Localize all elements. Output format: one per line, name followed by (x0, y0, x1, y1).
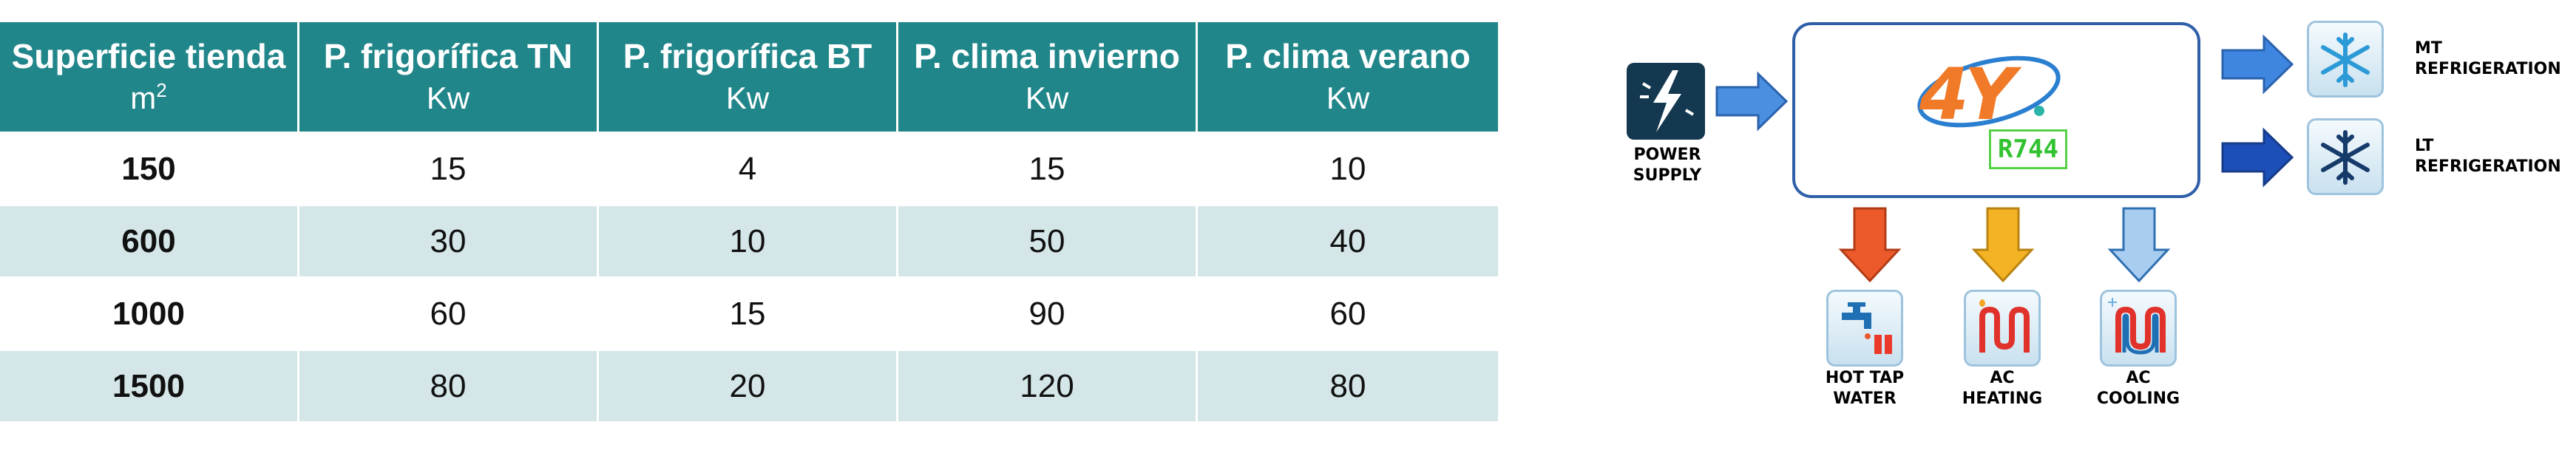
label-line: SUPPLY (1633, 166, 1702, 185)
label-line: HOT TAP (1825, 369, 1905, 387)
cooling-coil-icon (2100, 290, 2177, 367)
power-arrow (1715, 71, 1789, 132)
header-unit: Kw (1326, 81, 1370, 115)
table-cell: 600 (0, 206, 299, 276)
header-title: Superficie tienda (11, 37, 286, 75)
label-line: LT (2415, 137, 2434, 155)
table-cell: 60 (1329, 295, 1366, 332)
table-cell: 1500 (0, 351, 299, 421)
header-title: P. frigorífica TN (323, 37, 573, 75)
table-cell: 40 (1329, 222, 1366, 259)
mt-refrigeration-label: MT REFRIGERATION (2415, 38, 2561, 80)
label-line: MT (2415, 39, 2442, 58)
table-cell: 150 (0, 134, 299, 204)
table-row: 150 15 4 15 10 (0, 134, 1498, 206)
hot-tap-water-label: HOT TAP WATER (1804, 368, 1925, 409)
mt-arrow (2221, 34, 2294, 95)
table-header-row: Superficie tienda m2 P. frigorífica TN K… (0, 22, 1498, 134)
table-cell: 15 (299, 134, 599, 204)
table-cell: 4 (599, 134, 898, 204)
table-cell: 90 (898, 279, 1198, 349)
cooling-arrow (2107, 207, 2171, 283)
ac-cooling-label: AC COOLING (2085, 368, 2192, 409)
heating-arrow (1971, 207, 2035, 283)
refrigerant-badge: R744 (1989, 129, 2067, 169)
label-line: REFRIGERATION (2415, 157, 2561, 176)
header-unit: Kw (1025, 81, 1069, 115)
table-row: 600 30 10 50 40 (0, 206, 1498, 279)
heating-coil-icon (1964, 290, 2041, 367)
header-cell-tn: P. frigorífica TN Kw (299, 22, 599, 132)
power-supply-label: POWER SUPPLY (1619, 145, 1715, 186)
table-cell: 20 (599, 351, 898, 421)
table-row: 1000 60 15 90 60 (0, 279, 1498, 351)
label-line: HEATING (1962, 389, 2043, 408)
header-unit: Kw (426, 81, 470, 115)
label-line: AC (1990, 369, 2015, 387)
tap-water-icon (1826, 290, 1903, 367)
snowflake-icon (2307, 118, 2384, 195)
lt-arrow (2221, 127, 2294, 188)
label-line: POWER (1633, 146, 1701, 164)
table-cell: 10 (1329, 150, 1366, 187)
label-line: WATER (1833, 389, 1897, 408)
snowflake-icon (2307, 21, 2384, 98)
power-table: Superficie tienda m2 P. frigorífica TN K… (0, 22, 1498, 423)
header-cell-surface: Superficie tienda m2 (0, 22, 299, 132)
table-cell: 50 (898, 206, 1198, 276)
table-cell: 1000 (0, 279, 299, 349)
header-cell-summer: P. clima verano Kw (1198, 22, 1498, 132)
lightning-bolt-icon (1627, 63, 1705, 140)
table-row: 1500 80 20 120 80 (0, 351, 1498, 423)
lt-refrigeration-label: LT REFRIGERATION (2415, 136, 2561, 177)
table-cell: 60 (299, 279, 599, 349)
table-cell: 30 (299, 206, 599, 276)
header-title: P. clima invierno (914, 37, 1180, 75)
unit-superscript: 2 (156, 79, 167, 101)
label-line: COOLING (2096, 389, 2180, 408)
table-cell: 80 (299, 351, 599, 421)
table-cell: 15 (599, 279, 898, 349)
label-line: AC (2126, 369, 2151, 387)
header-unit: Kw (725, 81, 770, 115)
table-cell: 10 (599, 206, 898, 276)
logo-swoosh-icon (1917, 55, 2061, 128)
label-line: REFRIGERATION (2415, 60, 2561, 78)
header-cell-winter: P. clima invierno Kw (898, 22, 1198, 132)
table-cell: 120 (898, 351, 1198, 421)
table-cell: 80 (1329, 367, 1366, 404)
hot-water-arrow (1838, 207, 1902, 283)
header-title: P. clima verano (1225, 37, 1471, 75)
table-cell: 15 (898, 134, 1198, 204)
brand-logo: 4Y (1919, 53, 2016, 136)
unit-text: m (130, 81, 157, 115)
header-title: P. frigorífica BT (623, 37, 872, 75)
header-cell-bt: P. frigorífica BT Kw (599, 22, 898, 132)
ac-heating-label: AC HEATING (1949, 368, 2055, 409)
header-unit: m2 (130, 78, 166, 119)
